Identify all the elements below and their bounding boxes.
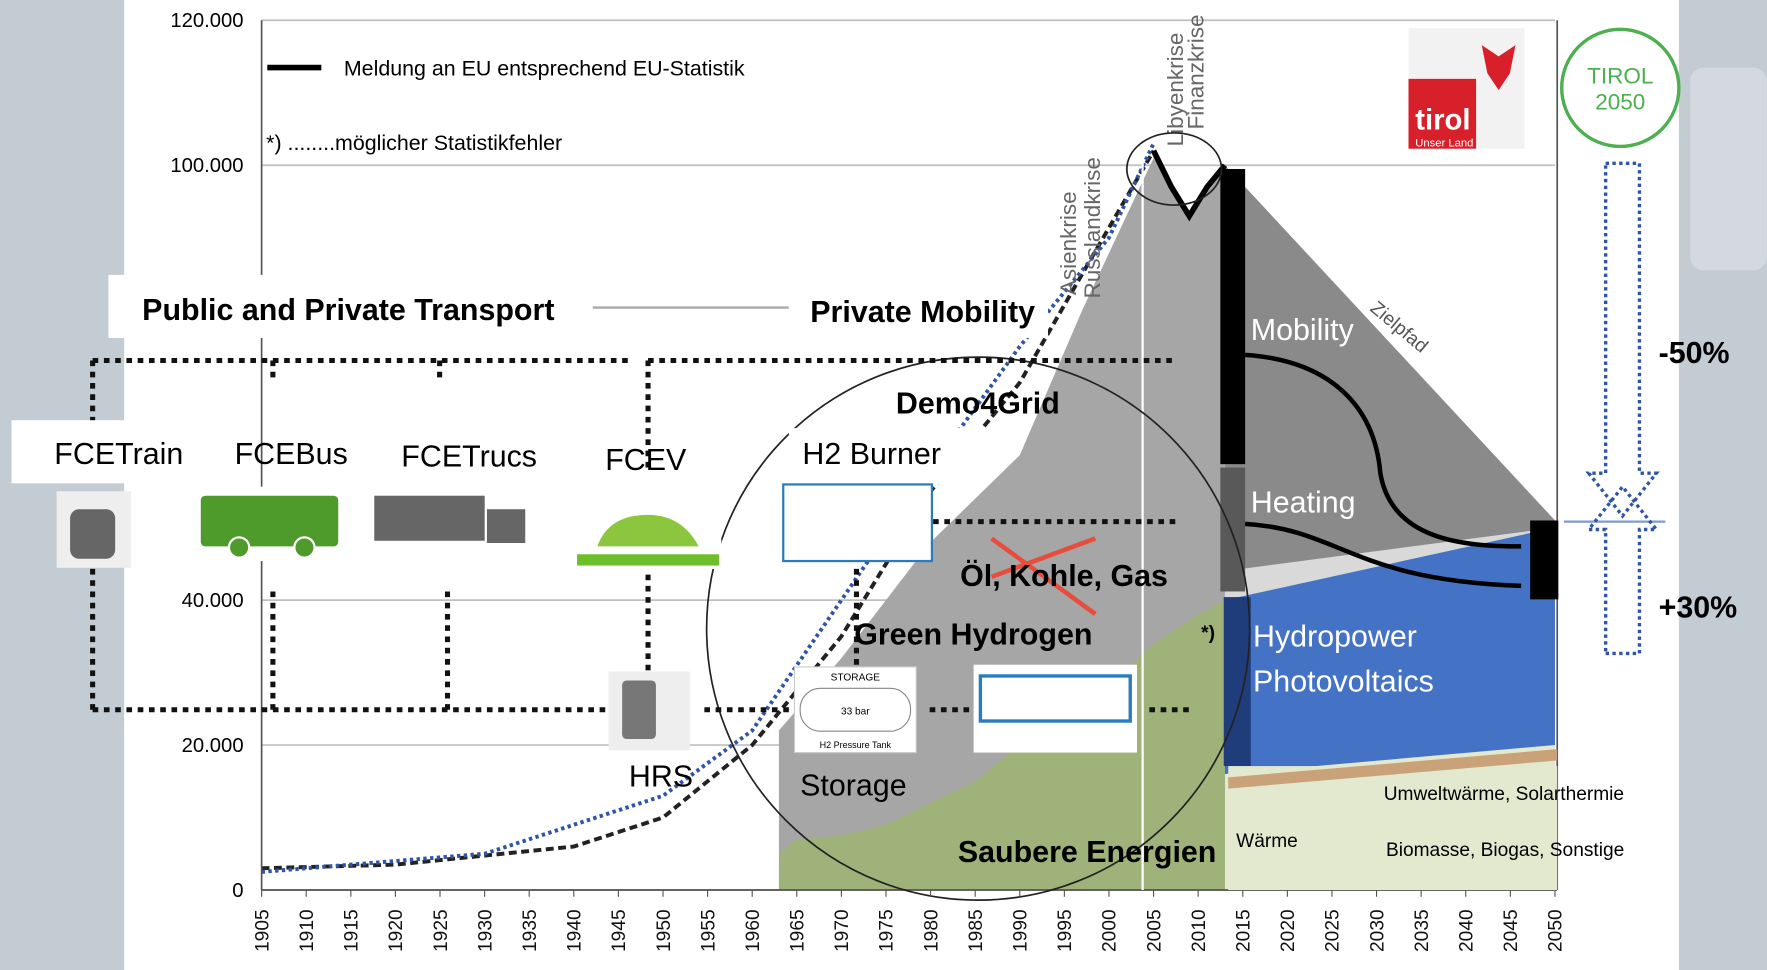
- target-bar: [1530, 520, 1558, 599]
- x-tick-label: 1955: [698, 909, 719, 952]
- x-tick-label: 2030: [1367, 909, 1388, 952]
- umwelt-label: Umweltwärme, Solarthermie: [1384, 784, 1624, 805]
- y-tick-label: 100.000: [170, 155, 243, 177]
- x-tick-label: 2010: [1189, 909, 1210, 952]
- electrolyser-icon: [974, 665, 1137, 753]
- vehicle-label: FCEBus: [235, 437, 348, 471]
- clean-label: Saubere Energien: [958, 835, 1217, 869]
- tank-text: STORAGE: [831, 672, 881, 683]
- section-title: Public and Private Transport: [142, 293, 554, 327]
- x-tick-label: 1990: [1011, 909, 1032, 952]
- x-tick-label: 2015: [1234, 909, 1255, 952]
- x-tick-label: 2025: [1323, 909, 1344, 952]
- chart: Meldung an EU entsprechend EU-Statistik …: [0, 0, 1767, 970]
- mobility-label: Mobility: [1251, 313, 1355, 347]
- x-tick-label: 1965: [788, 909, 809, 952]
- x-tick-label: 1915: [342, 909, 363, 952]
- x-tick-label: 1970: [832, 909, 853, 952]
- note: *) ........möglicher Statistikfehler: [266, 131, 562, 155]
- x-tick-label: 1960: [743, 909, 764, 952]
- wheel: [229, 537, 249, 557]
- pv-label: Photovoltaics: [1253, 665, 1434, 699]
- mobility-bar: [1220, 169, 1245, 464]
- truck-shape: [374, 496, 484, 541]
- train-shape: [70, 509, 115, 559]
- road: [577, 554, 719, 565]
- x-tick-label: 2045: [1501, 909, 1522, 952]
- x-tick-label: 1985: [966, 909, 987, 952]
- burner-label: H2 Burner: [802, 437, 941, 471]
- x-tick-label: 2035: [1412, 909, 1433, 952]
- heating-label: Heating: [1251, 486, 1356, 520]
- vehicle-label: FCETrucs: [401, 439, 537, 473]
- tank-text: 33 bar: [841, 706, 870, 717]
- x-tick-label: 1995: [1055, 909, 1076, 952]
- x-tick-label: 2020: [1278, 909, 1299, 952]
- x-tick-label: 1980: [921, 909, 942, 952]
- burner-icon: [783, 484, 932, 561]
- crisis-label: Asienkrise: [1056, 191, 1081, 295]
- x-tick-label: 1975: [877, 909, 898, 952]
- storage-label: Storage: [800, 768, 907, 802]
- demo-title: Demo4Grid: [896, 386, 1060, 420]
- y-tick-label: 0: [232, 880, 243, 902]
- heating-bar: [1220, 468, 1245, 592]
- x-tick-label: 2040: [1457, 909, 1478, 952]
- logo-text: 2050: [1595, 89, 1645, 114]
- hrs-label: HRS: [629, 759, 693, 793]
- star-label: *): [1201, 623, 1215, 644]
- fossil-label: Öl, Kohle, Gas: [960, 559, 1168, 593]
- x-tick-label: 2050: [1546, 909, 1567, 952]
- side-device: [1690, 68, 1767, 271]
- x-tick-label: 1950: [654, 909, 675, 952]
- bio-label: Biomasse, Biogas, Sonstige: [1386, 840, 1624, 861]
- y-tick-label: 120.000: [170, 10, 243, 32]
- x-tick-label: 1945: [609, 909, 630, 952]
- logo-text: Unser Land: [1415, 137, 1473, 149]
- y-tick-label: 40.000: [182, 590, 244, 612]
- x-tick-label: 1935: [520, 909, 541, 952]
- logo-text: tirol: [1415, 104, 1470, 137]
- x-tick-label: 1925: [431, 909, 452, 952]
- crisis-label: Russlandkrise: [1080, 157, 1105, 298]
- page: {"chart_data":{"type":"area", "xlim":[19…: [0, 0, 1767, 970]
- hydro-label: Hydropower: [1253, 620, 1417, 654]
- truck-cab: [487, 509, 525, 543]
- x-tick-label: 1910: [297, 909, 318, 952]
- increase-label: +30%: [1659, 590, 1738, 624]
- hydrogen-label: Green Hydrogen: [854, 617, 1092, 651]
- x-tick-label: 2005: [1144, 909, 1165, 952]
- logo-text: TIROL: [1587, 63, 1653, 88]
- legend-label: Meldung an EU entsprechend EU-Statistik: [344, 56, 745, 80]
- x-tick-label: 1920: [386, 909, 407, 952]
- wheel: [294, 537, 314, 557]
- crisis-label: Finanzkrise: [1183, 14, 1208, 129]
- hydro-bar: [1224, 597, 1251, 766]
- y-tick-label: 20.000: [182, 735, 244, 757]
- x-tick-label: 2000: [1100, 909, 1121, 952]
- tank-text: H2 Pressure Tank: [820, 740, 892, 750]
- waerme-label: Wärme: [1236, 831, 1298, 852]
- section-title: Private Mobility: [810, 295, 1035, 329]
- vehicle-label: FCETrain: [54, 437, 183, 471]
- bus-shape: [201, 496, 338, 547]
- x-tick-label: 1905: [252, 909, 273, 952]
- x-tick-label: 1940: [565, 909, 586, 952]
- vehicle-label: FCEV: [605, 443, 687, 477]
- x-tick-label: 1930: [475, 909, 496, 952]
- reduction-label: -50%: [1659, 336, 1730, 370]
- pump: [622, 680, 656, 739]
